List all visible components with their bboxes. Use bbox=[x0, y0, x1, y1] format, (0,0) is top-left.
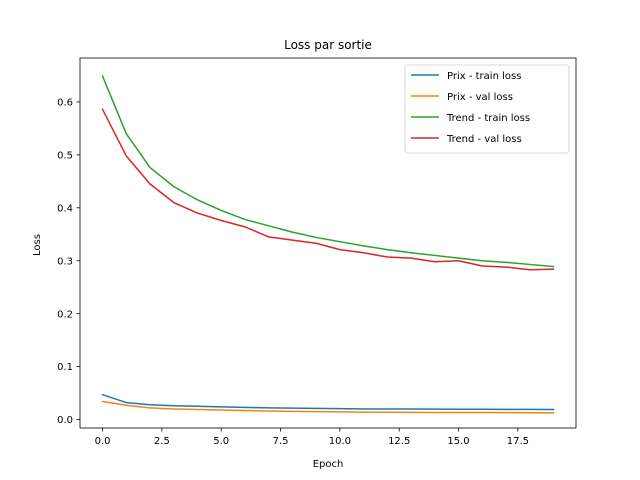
x-tick-label: 17.5 bbox=[507, 436, 529, 447]
x-tick-label: 15.0 bbox=[447, 436, 469, 447]
y-tick-label: 0.6 bbox=[57, 98, 73, 109]
x-tick-label: 5.0 bbox=[213, 436, 229, 447]
x-tick-label: 0.0 bbox=[95, 436, 111, 447]
x-axis-label: Epoch bbox=[313, 459, 344, 470]
legend-label: Prix - train loss bbox=[447, 71, 521, 82]
plot-area: 0.0 2.5 5.0 7.5 10.0 12.5 15.0 17.5 0.0 0.1 0.2 0.3… bbox=[57, 57, 577, 447]
x-tick-label: 2.5 bbox=[154, 436, 170, 447]
x-tick-label: 12.5 bbox=[388, 436, 410, 447]
chart-title: Loss par sortie bbox=[284, 38, 372, 52]
y-tick-label: 0.1 bbox=[57, 362, 73, 373]
legend-label: Trend - val loss bbox=[446, 134, 522, 145]
y-tick-label: 0.5 bbox=[57, 150, 73, 161]
series-line-1 bbox=[101, 400, 555, 414]
y-tick-label: 0.0 bbox=[57, 415, 73, 426]
series-line-2 bbox=[101, 75, 555, 268]
axes-frame bbox=[79, 57, 577, 429]
y-axis-label: Loss bbox=[32, 234, 43, 256]
legend-label: Trend - train loss bbox=[446, 113, 530, 124]
legend-box bbox=[404, 64, 570, 154]
legend: Prix - train loss Prix - val loss Trend - … bbox=[404, 64, 570, 154]
series-line-0 bbox=[101, 393, 555, 411]
y-tick-label: 0.2 bbox=[57, 309, 73, 320]
y-tick-label: 0.3 bbox=[57, 256, 73, 267]
x-tick-label: 10.0 bbox=[329, 436, 351, 447]
series-line-3 bbox=[101, 108, 555, 271]
x-tick-label: 7.5 bbox=[273, 436, 289, 447]
y-tick-label: 0.4 bbox=[57, 203, 73, 214]
legend-label: Prix - val loss bbox=[447, 92, 513, 103]
